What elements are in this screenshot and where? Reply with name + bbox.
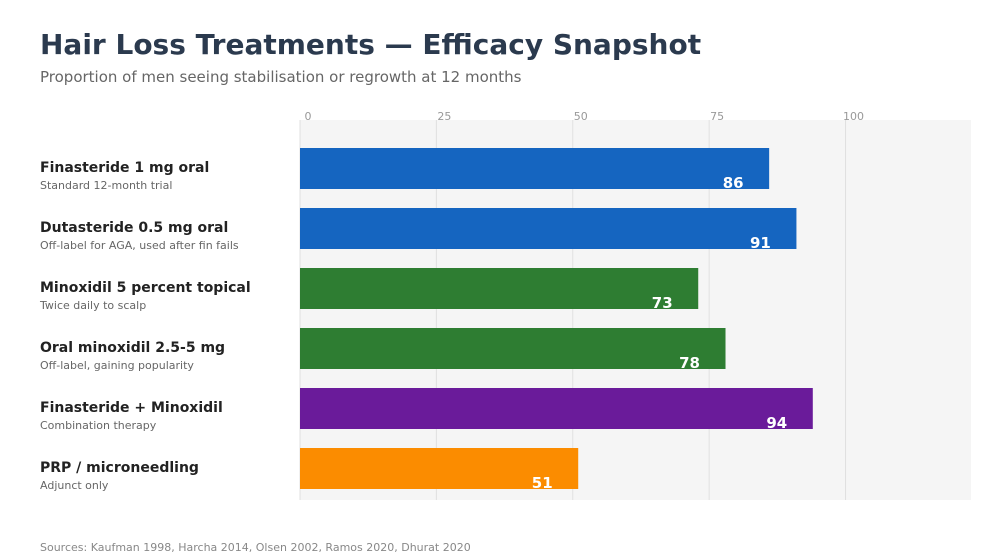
category-note: Twice daily to scalp [40,299,147,312]
row-label-1: Dutasteride 0.5 mg oral Off-label for AG… [40,220,239,252]
bar [300,148,770,189]
x-tick-label: 75 [710,110,724,123]
value-label: 86 [723,174,744,192]
value-label: 73 [652,294,673,312]
value-label: 78 [679,354,700,372]
category-label: Finasteride + Minoxidil [40,400,223,416]
value-label: 94 [766,414,787,432]
row-label-2: Minoxidil 5 percent topical Twice daily … [40,280,251,312]
chart-subtitle: Proportion of men seeing stabilisation o… [40,68,522,86]
row-label-3: Oral minoxidil 2.5-5 mg Off-label, gaini… [40,340,225,372]
category-label: Minoxidil 5 percent topical [40,280,251,296]
category-label: Dutasteride 0.5 mg oral [40,220,229,236]
bars [300,148,813,489]
value-label: 91 [750,234,771,252]
row-label-4: Finasteride + Minoxidil Combination ther… [40,400,223,432]
value-labels: 86 91 73 78 94 51 [532,174,787,492]
category-label: Oral minoxidil 2.5-5 mg [40,340,226,356]
bar [300,268,699,309]
category-note: Combination therapy [40,419,157,432]
x-axis-ticks: 0 25 50 75 100 [305,110,865,123]
bar [300,328,726,369]
bar [300,208,797,249]
chart-title: Hair Loss Treatments — Efficacy Snapshot [40,28,702,61]
x-tick-label: 50 [574,110,588,123]
x-tick-label: 100 [843,110,864,123]
x-tick-label: 0 [305,110,312,123]
row-label-0: Finasteride 1 mg oral Standard 12-month … [40,160,209,192]
category-note: Off-label for AGA, used after fin fails [40,239,239,252]
category-note: Standard 12-month trial [40,179,173,192]
category-label: PRP / microneedling [40,460,199,476]
category-note: Adjunct only [40,479,109,492]
category-note: Off-label, gaining popularity [40,359,194,372]
bar [300,388,813,429]
bar [300,448,579,489]
value-label: 51 [532,474,553,492]
row-label-5: PRP / microneedling Adjunct only [40,460,199,492]
category-label: Finasteride 1 mg oral [40,160,210,176]
x-tick-label: 25 [437,110,451,123]
source-note: Sources: Kaufman 1998, Harcha 2014, Olse… [40,541,471,554]
